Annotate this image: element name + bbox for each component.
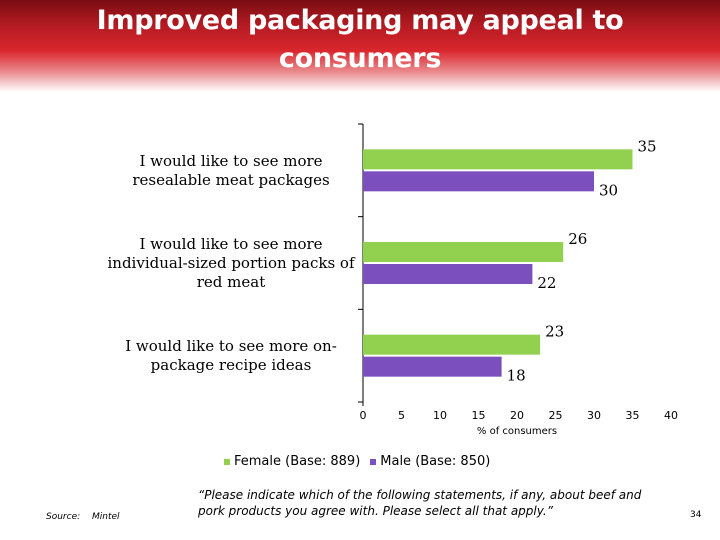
- category-label: I would like to see more on-package reci…: [125, 337, 337, 374]
- legend-label-male: Male (Base: 850): [380, 454, 491, 469]
- legend-swatch-male: [370, 458, 377, 465]
- survey-question: “Please indicate which of the following …: [198, 488, 642, 518]
- legend-label-female: Female (Base: 889): [234, 454, 361, 469]
- x-axis-title: % of consumers: [477, 426, 557, 437]
- title-band: [0, 0, 720, 92]
- page-number: 34: [690, 510, 702, 520]
- chart-legend: Female (Base: 889) Male (Base: 850): [224, 454, 500, 469]
- data-label: 26: [568, 230, 587, 248]
- x-tick-label: 5: [398, 409, 405, 422]
- bar-male: [363, 356, 502, 377]
- legend-item-female: Female (Base: 889): [224, 454, 360, 469]
- x-tick-label: 30: [587, 409, 601, 422]
- data-label: 35: [638, 137, 657, 155]
- data-label: 22: [537, 274, 556, 292]
- bar-male: [363, 264, 533, 284]
- bar-female: [363, 242, 564, 262]
- data-label: 23: [545, 323, 564, 341]
- data-label: 18: [507, 367, 526, 385]
- bar-female: [363, 149, 633, 170]
- slide-title: Improved packaging may appeal to consume…: [96, 5, 624, 74]
- bar-male: [363, 171, 594, 192]
- legend-swatch-female: [224, 458, 230, 465]
- x-tick-label: 0: [360, 409, 367, 422]
- x-tick-label: 40: [664, 409, 678, 422]
- source-label: Source:: [46, 512, 81, 522]
- bar-female: [363, 334, 541, 355]
- x-tick-label: 25: [549, 409, 563, 422]
- category-label: I would like to see more individual-sized…: [107, 235, 355, 291]
- category-label: I would like to see more resealable meat …: [132, 152, 329, 189]
- legend-item-male: Male (Base: 850): [370, 454, 490, 469]
- x-tick-label: 15: [472, 409, 486, 422]
- x-tick-label: 35: [626, 409, 640, 422]
- x-tick-label: 20: [510, 409, 524, 422]
- x-tick-label: 10: [433, 409, 447, 422]
- source-value: Mintel: [92, 512, 120, 522]
- data-label: 30: [599, 181, 618, 199]
